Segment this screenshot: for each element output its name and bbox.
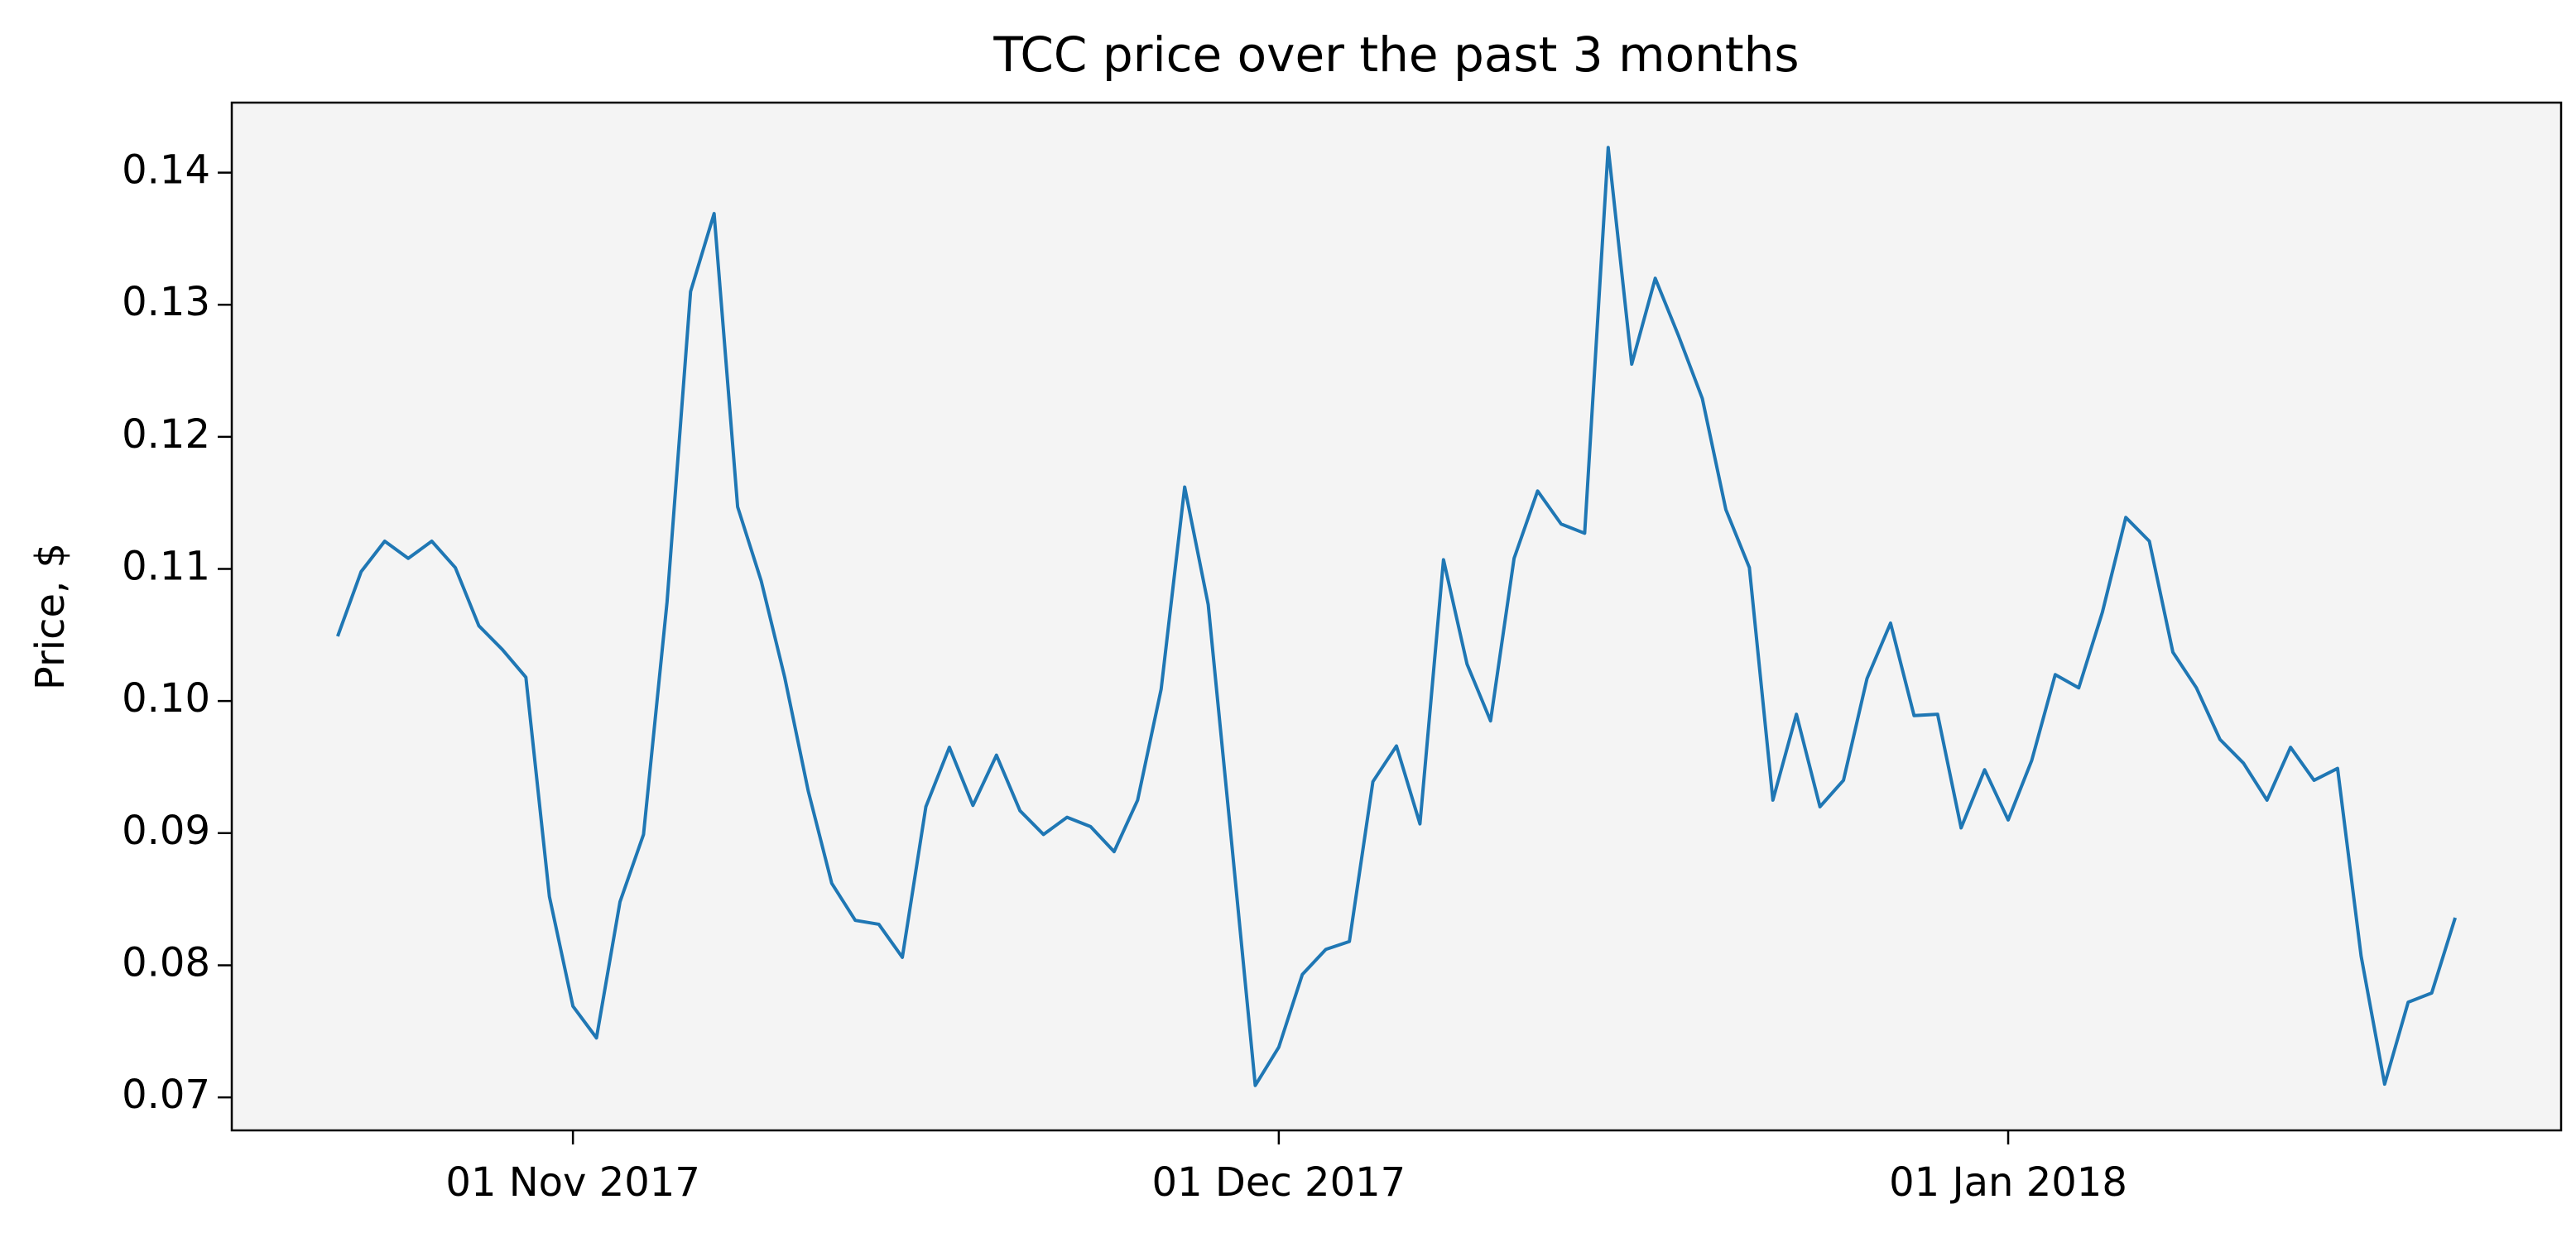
plot-area bbox=[232, 103, 2561, 1130]
y-tick-label: 0.08 bbox=[122, 939, 210, 986]
x-tick-label: 01 Dec 2017 bbox=[1152, 1159, 1406, 1206]
x-tick-label: 01 Jan 2018 bbox=[1889, 1159, 2127, 1206]
chart-title: TCC price over the past 3 months bbox=[992, 26, 1799, 83]
y-tick-label: 0.14 bbox=[122, 147, 210, 194]
y-tick-label: 0.11 bbox=[122, 544, 210, 590]
y-tick-label: 0.12 bbox=[122, 411, 210, 458]
y-tick-label: 0.13 bbox=[122, 279, 210, 325]
y-tick-label: 0.10 bbox=[122, 675, 210, 722]
y-tick-label: 0.07 bbox=[122, 1072, 210, 1118]
y-axis-label: Price, $ bbox=[27, 543, 74, 690]
x-tick-label: 01 Nov 2017 bbox=[445, 1159, 699, 1206]
price-line bbox=[336, 146, 2457, 1087]
plot-frame bbox=[230, 101, 2563, 1132]
y-tick-label: 0.09 bbox=[122, 808, 210, 854]
